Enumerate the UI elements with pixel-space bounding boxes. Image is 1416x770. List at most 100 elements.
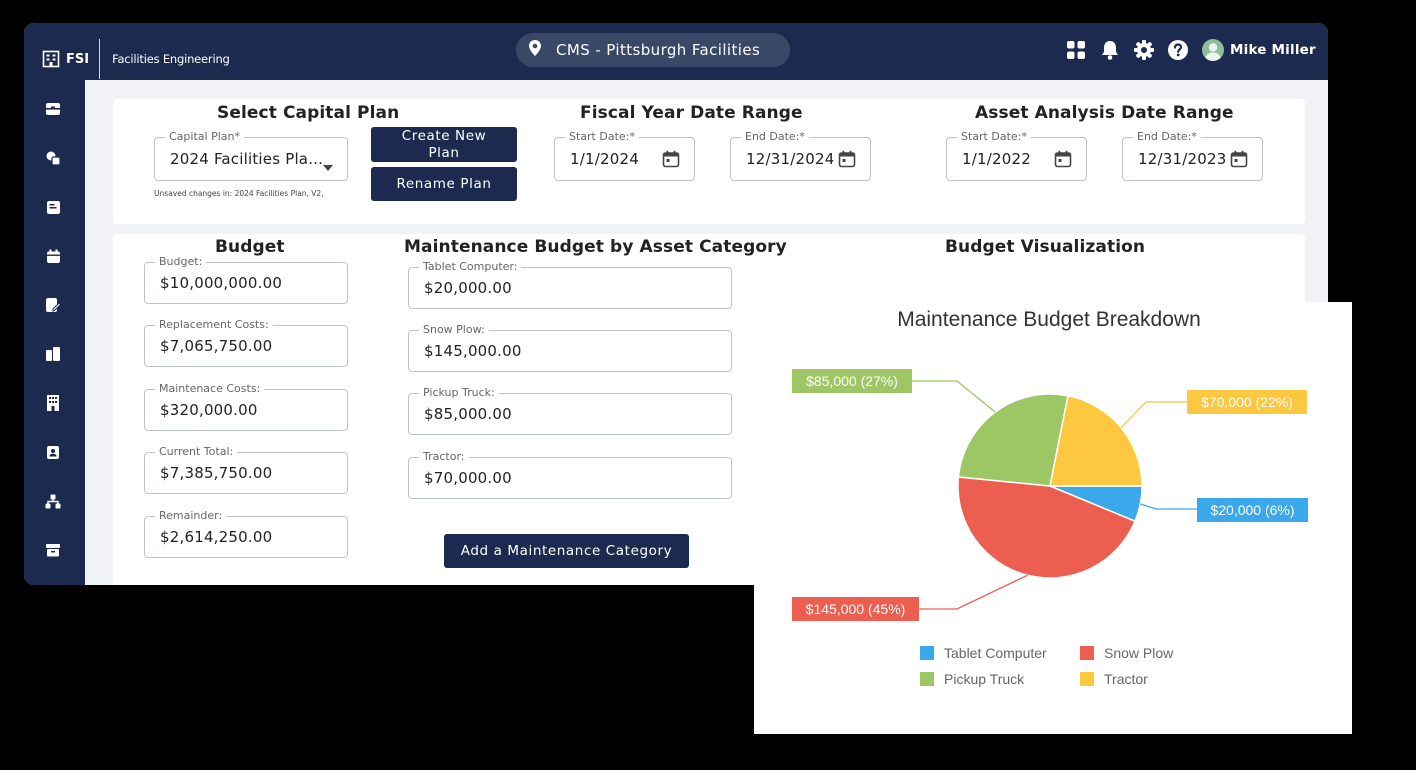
tractor-value: $70,000.00 [424, 469, 512, 487]
sidebar [24, 80, 85, 585]
brand[interactable]: FSI Facilities Engineering [42, 39, 230, 79]
pie-chart-svg: Maintenance Budget Breakdown $20,000 (6%… [792, 308, 1308, 687]
location-selector[interactable]: CMS - Pittsburgh Facilities [516, 33, 790, 67]
snow-plow-label: Snow Plow: [419, 323, 489, 336]
rename-plan-button[interactable]: Rename Plan [371, 167, 517, 201]
callout-line-snow-plow [919, 574, 1028, 610]
capital-plan-label: Capital Plan* [165, 130, 244, 143]
capital-plan-select[interactable]: Capital Plan* 2024 Facilities Pla... [154, 130, 348, 181]
assets-icon[interactable] [44, 149, 62, 167]
top-bar: FSI Facilities Engineering CMS - Pittsbu… [24, 23, 1328, 80]
legend-swatch-tablet-computer [920, 646, 934, 660]
add-maintenance-category-button[interactable]: Add a Maintenance Category [444, 534, 689, 568]
caret-down-icon [323, 156, 333, 175]
calendar-icon[interactable] [838, 150, 856, 172]
pickup-truck-field[interactable]: Pickup Truck: $85,000.00 [408, 386, 732, 435]
remainder-field[interactable]: Remainder: $2,614,250.00 [144, 509, 348, 558]
tractor-label: Tractor: [419, 450, 469, 463]
bell-icon[interactable] [1098, 38, 1122, 62]
building-logo-icon [42, 50, 60, 68]
capital-plan-value: 2024 Facilities Pla... [170, 150, 324, 168]
create-new-plan-button[interactable]: Create New Plan [371, 127, 517, 162]
fiscal-start-value: 1/1/2024 [570, 150, 639, 168]
help-icon[interactable] [1166, 38, 1190, 62]
chart-title: Maintenance Budget Breakdown [897, 308, 1201, 331]
asset-end-value: 12/31/2023 [1138, 150, 1227, 168]
remainder-value: $2,614,250.00 [160, 528, 273, 546]
budget-field-value: $10,000,000.00 [160, 274, 283, 292]
calendar-icon[interactable] [44, 247, 62, 265]
notes-icon[interactable] [44, 198, 62, 216]
calendar-icon[interactable] [662, 150, 680, 172]
replacement-costs-field[interactable]: Replacement Costs: $7,065,750.00 [144, 318, 348, 367]
maintenance-title: Maintenance Budget by Asset Category [404, 237, 787, 257]
pie-slice-tractor[interactable] [1049, 394, 1143, 487]
budget-title: Budget [215, 237, 285, 257]
fiscal-start-date-field[interactable]: Start Date:* 1/1/2024 [554, 130, 695, 181]
pickup-truck-value: $85,000.00 [424, 405, 512, 423]
current-total-label: Current Total: [155, 445, 238, 458]
brand-divider [99, 39, 101, 79]
header-actions: Mike Miller [1064, 38, 1316, 62]
data-label-tractor: $70,000 (22%) [1201, 394, 1293, 410]
tablet-computer-value: $20,000.00 [424, 279, 512, 297]
fiscal-start-label: Start Date:* [565, 130, 639, 143]
legend-label-pickup-truck[interactable]: Pickup Truck [944, 671, 1025, 687]
app-subtitle: Facilities Engineering [112, 52, 230, 66]
replacement-costs-value: $7,065,750.00 [160, 337, 273, 355]
avatar-icon[interactable] [1202, 39, 1224, 61]
brand-name: FSI [66, 51, 90, 67]
fiscal-end-date-field[interactable]: End Date:* 12/31/2024 [730, 130, 871, 181]
fiscal-range-title: Fiscal Year Date Range [580, 103, 803, 123]
visualization-title: Budget Visualization [945, 237, 1146, 257]
data-label-snow-plow: $145,000 (45%) [806, 601, 906, 617]
legend-swatch-tractor [1080, 672, 1094, 686]
snow-plow-field[interactable]: Snow Plow: $145,000.00 [408, 323, 732, 372]
budget-breakdown-chart: Maintenance Budget Breakdown $20,000 (6%… [754, 302, 1352, 734]
callout-box-tablet-computer [1197, 498, 1308, 522]
edit-doc-icon[interactable] [44, 296, 62, 314]
replacement-costs-label: Replacement Costs: [155, 318, 273, 331]
maintenance-costs-value: $320,000.00 [160, 401, 258, 419]
budget-field-label: Budget: [155, 255, 207, 268]
buildings-icon[interactable] [44, 345, 62, 363]
data-label-pickup-truck: $85,000 (27%) [806, 373, 898, 389]
grid-icon[interactable] [1064, 38, 1088, 62]
asset-start-label: Start Date:* [957, 130, 1031, 143]
legend-label-tractor[interactable]: Tractor [1104, 671, 1148, 687]
fiscal-end-value: 12/31/2024 [746, 150, 835, 168]
legend-label-tablet-computer[interactable]: Tablet Computer [944, 645, 1047, 661]
pickup-truck-label: Pickup Truck: [419, 386, 499, 399]
pie-slice-snow-plow[interactable] [957, 476, 1136, 579]
contacts-icon[interactable] [44, 443, 62, 461]
archive-icon[interactable] [44, 541, 62, 559]
unsaved-changes-note: Unsaved changes in: 2024 Facilities Plan… [154, 189, 324, 198]
org-chart-icon[interactable] [44, 492, 62, 510]
callout-line-tractor [1120, 401, 1187, 429]
app-window: FSI Facilities Engineering CMS - Pittsbu… [24, 23, 1328, 585]
tractor-field[interactable]: Tractor: $70,000.00 [408, 450, 732, 499]
legend-label-snow-plow[interactable]: Snow Plow [1104, 645, 1174, 661]
pie-slice-pickup-truck[interactable] [957, 393, 1069, 487]
gear-icon[interactable] [1132, 38, 1156, 62]
inbox-icon[interactable] [44, 100, 62, 118]
callout-box-snow-plow [792, 597, 919, 621]
current-total-value: $7,385,750.00 [160, 464, 273, 482]
budget-field[interactable]: Budget: $10,000,000.00 [144, 255, 348, 304]
asset-end-date-field[interactable]: End Date:* 12/31/2023 [1122, 130, 1263, 181]
location-pin-icon [528, 39, 542, 61]
location-name: CMS - Pittsburgh Facilities [556, 41, 761, 59]
callout-box-pickup-truck [792, 369, 912, 393]
snow-plow-value: $145,000.00 [424, 342, 522, 360]
legend-swatch-pickup-truck [920, 672, 934, 686]
tablet-computer-field[interactable]: Tablet Computer: $20,000.00 [408, 260, 732, 309]
tablet-computer-label: Tablet Computer: [419, 260, 522, 273]
building-icon[interactable] [44, 394, 62, 412]
current-total-field[interactable]: Current Total: $7,385,750.00 [144, 445, 348, 494]
calendar-icon[interactable] [1230, 150, 1248, 172]
maintenance-costs-field[interactable]: Maintenace Costs: $320,000.00 [144, 382, 348, 431]
asset-start-date-field[interactable]: Start Date:* 1/1/2022 [946, 130, 1087, 181]
callout-line-tablet-computer [1140, 503, 1197, 510]
calendar-icon[interactable] [1054, 150, 1072, 172]
user-name[interactable]: Mike Miller [1230, 42, 1316, 58]
